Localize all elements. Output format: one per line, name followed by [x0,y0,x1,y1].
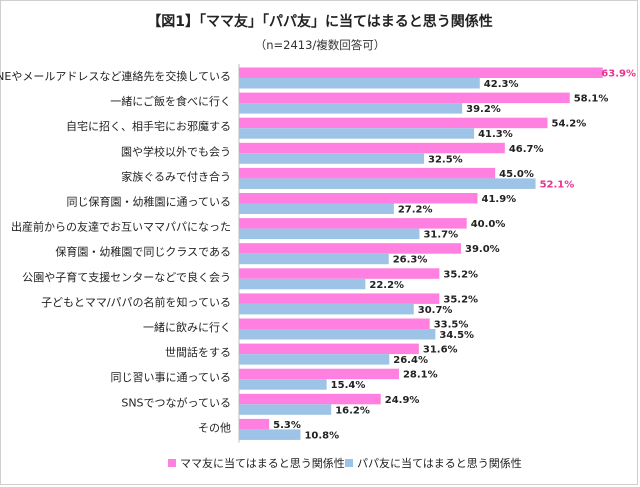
bar-mama [239,67,603,78]
plot-area: LINEやメールアドレスなど連絡先を交換している 63.9% 42.3% 一緒にご飯を… [0,64,636,443]
category-label: 自宅に招く、相手宅にお邪魔する [66,119,231,133]
bar-papa [239,278,366,290]
bar-papa [239,379,327,390]
bar-mama [239,142,505,154]
category-label: 公園や子育て支援センターなどで良く会う [22,270,231,284]
data-label: 30.7% [418,305,453,316]
bar-mama [239,92,570,104]
data-label: 15.4% [331,380,366,391]
legend-label: ママ友に当てはまると思う関係性 [180,456,345,470]
legend-swatch [168,459,176,467]
bar-papa [239,153,424,164]
data-label: 42.3% [484,79,519,90]
bar-mama [239,243,461,254]
category-label: 同じ保育園・幼稚園に通っている [67,195,231,209]
bar-papa [239,228,420,240]
category-label: その他 [198,421,231,434]
legend-label: パパ友に当てはまると思う関係性 [357,456,522,470]
data-label: 41.3% [478,129,513,140]
category-label: 保育園・幼稚園で同じクラスである [55,245,231,259]
data-label: 33.5% [434,320,469,331]
legend: ママ友に当てはまると思う関係性 パパ友に当てはまると思う関係性 [168,456,522,470]
bar-papa [239,78,480,89]
bar-papa [239,354,390,365]
data-label: 10.8% [304,430,339,441]
data-label: 63.9% [601,69,636,80]
bar-mama [239,293,440,304]
category-label: 家族ぐるみで付き合う [121,169,231,183]
category-label: 一緒に飲みに行く [143,320,231,334]
data-label: 39.0% [465,244,500,255]
bar-mama [239,268,440,279]
data-label: 28.1% [403,370,438,381]
chart-title: 【図1】「ママ友」「パパ友」に当てはまると思う関係性 [147,13,492,30]
bar-mama [239,393,381,405]
data-label: 35.2% [443,269,478,280]
bar-papa [239,103,463,114]
data-label: 34.5% [439,330,474,341]
bar-mama [239,368,399,380]
bar-papa [239,404,332,415]
bar-papa [239,203,394,214]
bar-papa [239,128,475,139]
data-label: 45.0% [499,169,534,180]
category-label: LINEやメールアドレスなど連絡先を交換している [0,69,231,83]
chart-subtitle: （n=2413/複数回答可） [255,38,386,52]
category-label: 世間話をする [165,345,231,359]
data-label: 58.1% [574,94,609,105]
data-label: 24.9% [385,395,420,406]
category-label: 一緒にご飯を食べに行く [110,94,231,108]
data-label: 54.2% [552,119,587,130]
category-label: 園や学校以外でも会う [121,144,231,158]
bar-papa [239,429,301,440]
data-label: 31.7% [423,230,458,241]
bar-papa [239,329,436,340]
bar-mama [239,318,430,329]
data-label: 27.2% [398,205,433,216]
data-label: 22.2% [369,280,404,291]
bar-mama [239,218,467,229]
data-label: 35.2% [443,294,478,305]
data-label: 16.2% [335,405,370,416]
bar-mama [239,167,496,179]
category-label: 同じ習い事に通っている [111,371,231,384]
category-label: SNSでつながっている [121,395,231,409]
data-label: 40.0% [471,219,506,230]
bar-papa [239,253,389,265]
category-label: 子どもとママ/パパの名前を知っている [41,295,231,309]
bar-mama [239,418,270,430]
legend-swatch [345,459,353,467]
data-label: 52.1% [540,179,575,190]
bar-papa [239,303,414,315]
bar-mama [239,117,548,129]
data-label: 41.9% [482,194,517,205]
data-label: 5.3% [273,420,301,431]
bar-mama [239,193,478,204]
bar-papa [239,178,536,189]
data-label: 26.3% [393,255,428,266]
data-label: 39.2% [466,104,501,115]
data-label: 46.7% [509,144,544,155]
category-label: 出産前からの友達でお互いママパパになった [11,220,231,234]
data-label: 31.6% [423,345,458,356]
bar-mama [239,343,419,355]
data-label: 32.5% [428,154,463,165]
data-label: 26.4% [393,355,428,366]
